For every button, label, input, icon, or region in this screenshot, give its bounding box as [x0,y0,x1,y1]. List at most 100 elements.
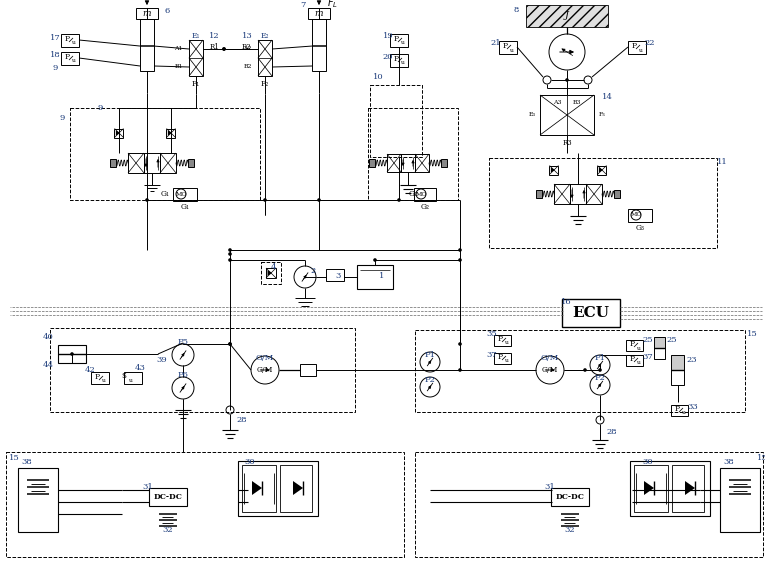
Text: 18: 18 [50,51,60,59]
Circle shape [228,252,232,256]
Bar [266,268,276,278]
Polygon shape [252,481,262,495]
Text: u: u [682,411,686,415]
Bar [614,190,620,198]
Text: P: P [630,355,634,363]
Bar [280,464,312,511]
Text: $F_L$: $F_L$ [327,0,337,10]
Bar [390,54,408,67]
Bar [415,154,429,172]
Bar [540,95,594,135]
Bar [570,184,586,204]
Text: 17: 17 [50,34,60,42]
Text: 43: 43 [135,364,145,372]
Bar [368,108,458,200]
Bar [627,340,643,350]
Text: 19: 19 [382,32,393,40]
Text: 33: 33 [688,403,698,411]
Text: G₁: G₁ [181,203,190,211]
Text: 22: 22 [645,39,656,47]
Text: 28: 28 [607,428,617,436]
Text: 1: 1 [379,272,385,280]
Bar [628,208,652,221]
Polygon shape [644,481,654,495]
Text: P: P [631,42,636,50]
Bar [499,41,517,54]
Text: u: u [401,41,405,46]
Text: 28: 28 [236,416,247,424]
Text: u: u [102,379,106,384]
Bar [258,40,272,76]
Text: 20: 20 [382,53,393,61]
Bar [401,154,415,172]
Bar [551,488,589,506]
Bar [494,353,512,363]
Text: 15: 15 [747,330,757,338]
Bar [136,8,158,19]
Bar [390,33,408,46]
Text: u: u [505,359,509,363]
Text: 13: 13 [242,32,252,40]
Bar [188,159,194,167]
Bar [144,153,160,173]
Text: P2: P2 [425,376,435,384]
Text: 42: 42 [85,366,96,374]
Circle shape [263,198,267,202]
Bar [369,159,375,167]
Text: 4: 4 [270,263,275,271]
Text: 14: 14 [601,93,613,101]
Circle shape [458,342,462,346]
Text: F₃: F₃ [599,112,605,118]
Text: P: P [64,35,70,43]
Bar [720,468,760,532]
Text: 16: 16 [561,298,571,306]
Text: ECU: ECU [572,306,610,320]
Circle shape [228,258,232,262]
Text: A1: A1 [174,46,183,51]
Bar [189,40,203,76]
Bar [6,452,404,557]
Text: A3: A3 [553,101,562,106]
Bar [672,405,688,415]
Text: 30: 30 [643,458,653,466]
Circle shape [70,352,73,356]
Bar [627,354,643,366]
Text: G/M: G/M [256,354,274,362]
Text: 30: 30 [245,458,256,466]
Text: P: P [94,373,99,381]
Text: P2: P2 [594,374,605,382]
Text: J: J [565,11,569,20]
Text: P: P [64,53,70,61]
Text: 37: 37 [487,351,497,359]
Text: 21: 21 [490,39,501,47]
Text: 37: 37 [643,353,653,361]
Bar [308,8,330,19]
Bar [50,328,355,412]
Text: P: P [675,405,679,413]
Text: 40: 40 [43,333,54,341]
Text: B1: B1 [174,64,183,69]
Bar [160,153,176,173]
Bar [58,345,86,363]
Text: P5: P5 [177,338,188,346]
Text: 15: 15 [757,454,765,462]
Text: G₁: G₁ [161,190,170,198]
Polygon shape [293,481,303,495]
Text: 38: 38 [21,458,32,466]
Bar [672,464,704,511]
Text: 11: 11 [717,158,728,166]
Circle shape [458,258,462,262]
FancyBboxPatch shape [655,337,666,348]
Bar [489,158,717,248]
Circle shape [397,198,401,202]
Text: P1: P1 [425,351,435,359]
Circle shape [458,248,462,252]
Polygon shape [551,167,555,173]
Text: A2: A2 [243,46,252,51]
Bar [630,460,710,515]
Circle shape [583,368,587,372]
Circle shape [565,78,569,82]
Bar [61,33,79,46]
Bar [357,265,393,289]
Bar [526,5,608,27]
